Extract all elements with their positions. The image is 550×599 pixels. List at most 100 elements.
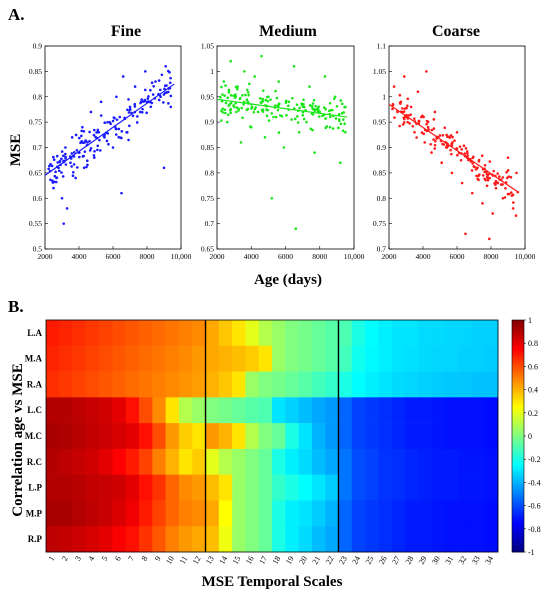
y-tick-label: 0.75: [373, 219, 386, 228]
colorbar-segment: [512, 329, 524, 332]
data-point: [492, 169, 496, 173]
data-point: [440, 161, 444, 165]
y-tick-label: 0.6: [33, 194, 43, 203]
data-point: [277, 131, 281, 134]
data-point: [157, 98, 161, 102]
data-point: [93, 156, 96, 159]
colorbar-segment: [512, 489, 524, 493]
heatmap-cell: [85, 500, 100, 527]
data-point: [232, 94, 235, 97]
data-point: [55, 154, 59, 158]
data-point: [99, 149, 102, 152]
data-point: [417, 119, 421, 123]
heatmap-frame: [45, 319, 499, 553]
heatmap-cell: [471, 474, 486, 501]
heatmap-cell: [325, 371, 339, 398]
data-point: [460, 181, 464, 185]
data-point: [260, 54, 263, 58]
heatmap-cell: [404, 345, 419, 372]
heatmap-cell: [272, 474, 286, 501]
heatmap-cell: [325, 448, 339, 475]
heatmap-cell: [458, 423, 472, 450]
data-point: [443, 126, 447, 130]
column-label: 12: [191, 555, 203, 566]
heatmap-cell: [471, 320, 486, 347]
column-label: 32: [457, 555, 469, 566]
data-point: [426, 120, 430, 124]
heatmap-cell: [325, 526, 339, 553]
y-tick-label: 0.7: [377, 245, 387, 254]
heatmap-cell: [404, 320, 419, 347]
data-point: [98, 138, 101, 142]
data-point: [420, 131, 424, 134]
data-point: [236, 87, 239, 91]
data-point: [169, 105, 173, 109]
heatmap-cell: [272, 448, 286, 475]
data-point: [160, 73, 164, 77]
column-label: 1: [47, 555, 57, 563]
heatmap-cell: [272, 526, 286, 553]
data-point: [344, 130, 347, 134]
heatmap-cell: [112, 526, 127, 553]
heatmap-cell: [205, 448, 220, 475]
data-point: [167, 90, 170, 94]
data-point: [157, 79, 161, 82]
y-tick-label: 0.95: [373, 118, 386, 127]
data-point: [75, 148, 79, 152]
data-point: [253, 75, 256, 78]
data-point: [295, 115, 299, 118]
colorbar-segment: [512, 396, 524, 400]
heatmap-cell: [72, 448, 87, 475]
data-point: [413, 117, 416, 120]
data-point: [471, 156, 475, 160]
data-point: [411, 124, 415, 128]
data-point: [144, 70, 147, 73]
data-point: [136, 115, 139, 118]
data-point: [301, 105, 305, 109]
colorbar-segment: [512, 373, 524, 377]
heatmap-cell: [59, 448, 73, 475]
heatmap-cell: [311, 397, 326, 424]
heatmap-cell: [218, 526, 233, 553]
row-label: L.C: [27, 405, 42, 415]
heatmap-cell: [484, 397, 499, 424]
colorbar-segment: [512, 436, 524, 439]
colorbar-segment: [512, 429, 524, 432]
colorbar-tick-label: 0.4: [528, 386, 538, 395]
heatmap-cell: [365, 474, 379, 501]
data-point: [265, 114, 269, 118]
data-point: [120, 130, 124, 133]
heatmap-cell: [391, 526, 406, 553]
heatmap-cell: [112, 448, 127, 475]
heatmap-cell: [192, 500, 206, 527]
heatmap-cell: [245, 526, 260, 553]
y-tick-label: 0.5: [33, 245, 43, 254]
heatmap-cell: [99, 526, 113, 553]
colorbar-segment: [512, 354, 524, 358]
heatmap-cell: [178, 345, 193, 372]
heatmap-cell: [245, 345, 260, 372]
data-point: [430, 128, 434, 132]
heatmap-cell: [46, 397, 60, 424]
heatmap-cell: [471, 448, 486, 475]
heatmap-cell: [192, 320, 206, 347]
heatmap-cell: [458, 526, 472, 553]
heatmap-cell: [245, 448, 260, 475]
data-point: [60, 150, 64, 153]
heatmap-cell: [378, 526, 392, 553]
colorbar-segment: [512, 375, 524, 379]
data-point: [162, 101, 165, 104]
data-point: [227, 91, 231, 94]
heatmap-cell: [152, 526, 166, 553]
heatmap-cell: [298, 320, 313, 347]
colorbar-segment: [512, 468, 524, 472]
data-point: [483, 170, 486, 174]
heatmap-cell: [484, 371, 499, 398]
heatmap-cell: [458, 448, 472, 475]
column-label: 2: [60, 555, 70, 563]
colorbar-segment: [512, 331, 524, 335]
y-tick-label: 1: [382, 92, 386, 101]
data-point: [328, 109, 331, 113]
heatmap-cell: [178, 474, 193, 501]
data-point: [430, 151, 433, 154]
